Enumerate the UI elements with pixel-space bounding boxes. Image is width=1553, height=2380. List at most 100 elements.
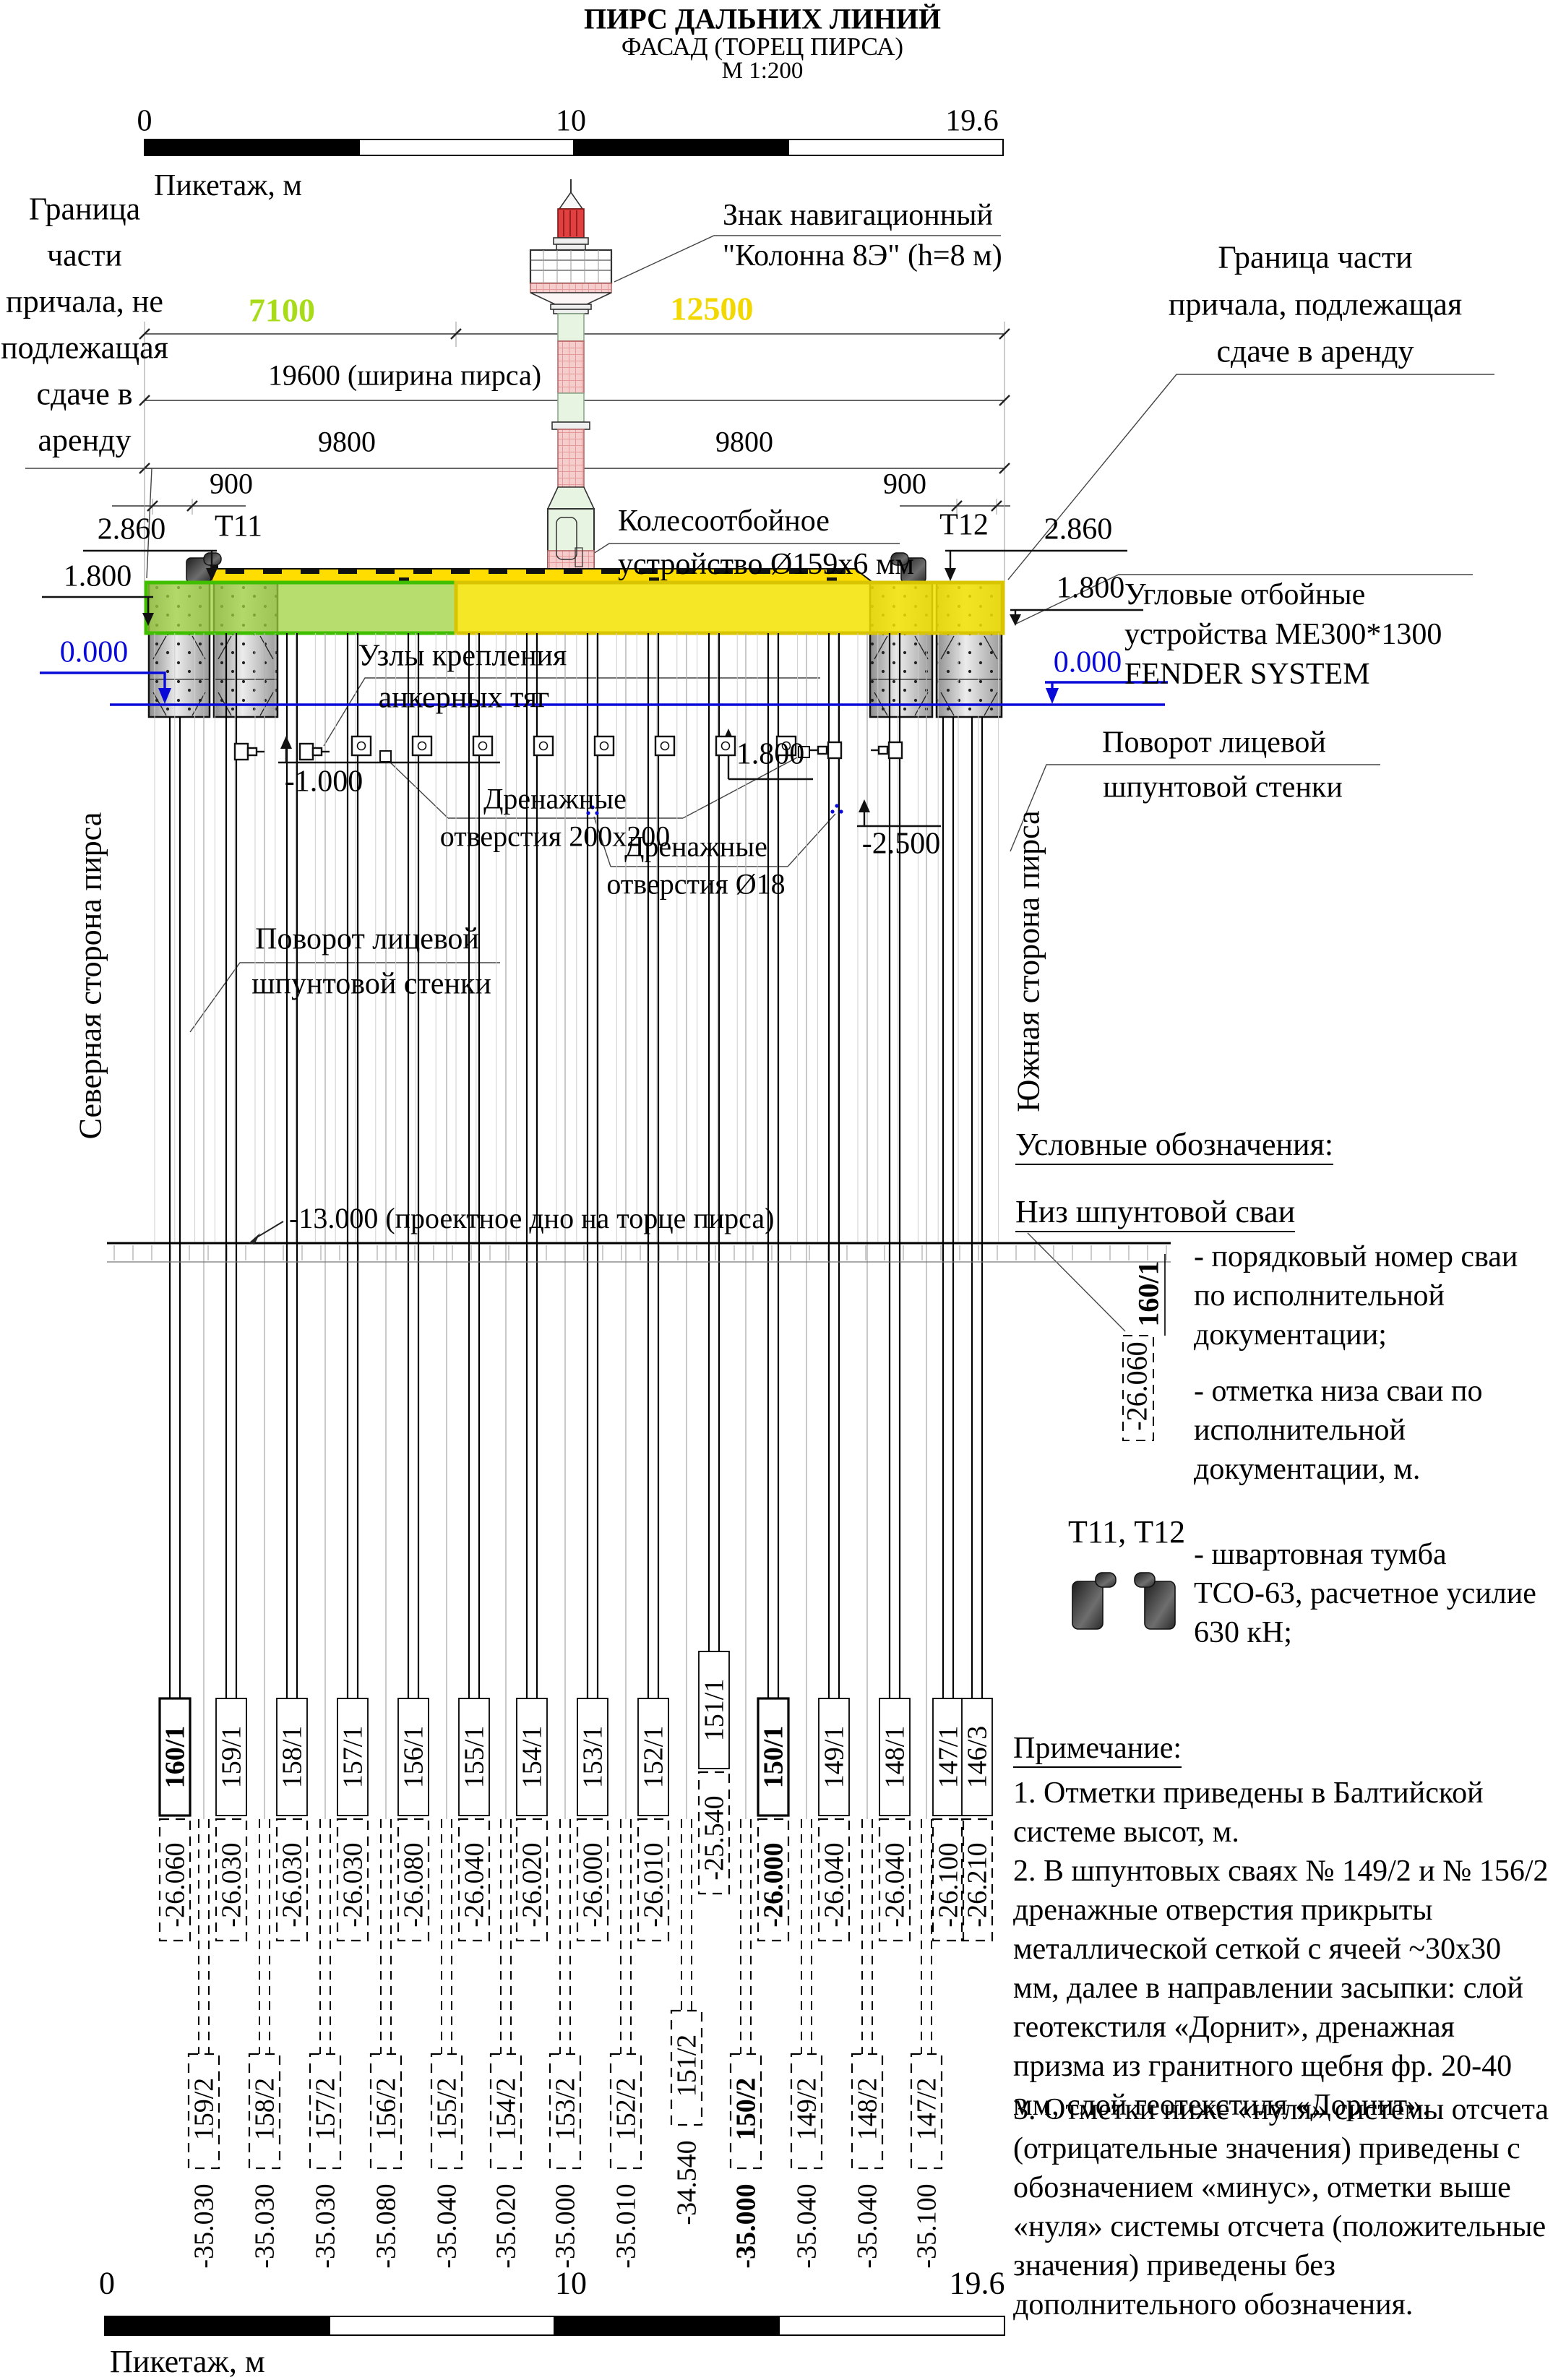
left-boundary-label: части <box>47 237 122 273</box>
pile-number-label: 151/2 <box>671 2034 702 2097</box>
anchor-ties-label: Узлы крепления <box>358 639 567 673</box>
pile-elevation-label: -26.210 <box>962 1842 993 1928</box>
pile-elevation-label: -35.040 <box>431 2183 463 2269</box>
legend-elevation-description: - отметка низа сваи по исполнительной до… <box>1194 1375 1483 1486</box>
bottom-scale-bar <box>104 2316 1005 2336</box>
pile-elevation-label: -35.000 <box>731 2183 762 2269</box>
note-3: 3. Отметки ниже «нуля» системы отсчета (… <box>1013 2093 1549 2321</box>
sheet-title: ПИРС ДАЛЬНИХ ЛИНИЙ <box>583 2 942 35</box>
pile-elevation-label: -26.040 <box>819 1842 850 1928</box>
north-side-label: Северная сторона пирса <box>72 812 108 1140</box>
pile-number-label: 158/1 <box>277 1725 308 1789</box>
pile-number-label: 160/1 <box>160 1725 191 1789</box>
pile-number-label: 157/1 <box>337 1725 369 1789</box>
pile-number-label: 149/2 <box>791 2077 822 2141</box>
pile-number-label: 148/1 <box>879 1725 911 1789</box>
legend-number-description: - порядковый номер сваи по исполнительно… <box>1194 1240 1518 1352</box>
pile-elevation-label: -35.020 <box>491 2183 522 2269</box>
legend-bollard-ids: Т11, Т12 <box>1068 1514 1186 1550</box>
pile-number-label: 156/2 <box>371 2077 402 2141</box>
top-scale-bar <box>144 139 1004 156</box>
navigation-column <box>529 179 613 583</box>
elev-1800-left: 1.800 <box>63 559 132 593</box>
pile-elevation-label: -26.030 <box>277 1842 308 1928</box>
corner-fender-label: Угловые отбойные <box>1124 578 1366 611</box>
left-boundary-label: причала, не <box>6 283 163 319</box>
nav-sign-label: "Колонна 8Э" (h=8 м) <box>723 239 1002 272</box>
pile-number-label: 155/1 <box>459 1725 490 1789</box>
seabed-elevation-label: -13.000 (проектное дно на торце пирса) <box>289 1202 775 1234</box>
nav-sign-label: Знак навигационный <box>723 199 993 232</box>
elev-minus-2500: -2.500 <box>861 827 941 861</box>
wall-turn-label-left: шпунтовой стенки <box>251 967 491 1001</box>
dim-900-left: 900 <box>210 467 253 500</box>
elev-minus-1000: -1.000 <box>284 765 363 799</box>
deck-bands <box>144 580 1005 635</box>
top-scale-ten: 10 <box>556 104 586 138</box>
elev-2860-left: 2.860 <box>97 512 166 546</box>
elev-2860-right: 2.860 <box>1044 512 1113 546</box>
pile-number-label: 150/2 <box>731 2077 762 2141</box>
pile-elevation-label: -35.030 <box>189 2183 220 2269</box>
pile-elevation-label: -35.100 <box>911 2183 942 2269</box>
right-boundary-label: Граница части <box>1218 239 1413 275</box>
pile-elevation-label: -26.060 <box>160 1842 191 1928</box>
drain-18-label: отверстия Ø18 <box>606 867 786 901</box>
top-scale-axis-label: Пикетаж, м <box>154 169 302 202</box>
pile-elevation-label: -26.030 <box>337 1842 369 1928</box>
wall-turn-label-right: шпунтовой стенки <box>1103 770 1343 804</box>
pile-number-label: 159/1 <box>216 1725 247 1789</box>
anchor-tie-symbols <box>233 735 903 815</box>
pile-number-label: 150/1 <box>758 1725 789 1789</box>
bottom-scale-zero: 0 <box>99 2265 115 2301</box>
drain-18-label: Дренажные <box>624 830 767 863</box>
pile-elevation-label: -26.000 <box>758 1842 789 1928</box>
pile-number-label: 153/2 <box>550 2077 581 2141</box>
bollard-t12-label: Т12 <box>939 508 989 542</box>
pile-elevation-label: -35.030 <box>249 2183 280 2269</box>
seabed-line <box>107 1221 1171 1263</box>
corner-fender-label: устройства МЕ300*1300 <box>1124 618 1442 651</box>
wall-turn-label-right: Поворот лицевой <box>1102 726 1326 760</box>
pile-number-label: 154/2 <box>491 2077 522 2141</box>
anchor-ties-label: анкерных тяг <box>378 681 550 715</box>
note-2: 2. В шпунтовых сваях № 149/2 и № 156/2 д… <box>1013 1855 1549 2122</box>
pile-number-label: 155/2 <box>431 2077 463 2141</box>
pile-number-label: 157/2 <box>310 2077 341 2141</box>
dim-900-right: 900 <box>883 467 926 500</box>
dim-9800-left: 9800 <box>318 425 376 458</box>
pile-number-label: 152/1 <box>638 1725 669 1789</box>
wheel-guard-label: Колесоотбойное <box>618 504 830 538</box>
left-boundary-label: аренду <box>38 422 132 458</box>
legend-heading: Условные обозначения: <box>1015 1128 1334 1165</box>
pile-number-label: 148/2 <box>852 2077 883 2141</box>
left-boundary-label: Граница <box>28 191 141 227</box>
dim-12500: 12500 <box>670 290 754 327</box>
note-1: 1. Отметки приведены в Балтийской систем… <box>1013 1777 1484 1849</box>
elev-0000-right: 0.000 <box>1053 645 1122 679</box>
legend-sample-elevation: -26.060 <box>1120 1341 1153 1431</box>
dim-9800-right: 9800 <box>715 425 773 458</box>
drain-200-label: отверстия 200х200 <box>439 820 671 853</box>
legend-bollard-description: - швартовная тумба ТСО-63, расчетное уси… <box>1194 1538 1536 1649</box>
elev-1800-center: 1.800 <box>736 737 805 771</box>
pile-elevation-label: -35.010 <box>611 2183 642 2269</box>
top-scale-end: 19.6 <box>945 104 999 138</box>
top-scale-zero: 0 <box>137 104 152 138</box>
corner-fender-label: FENDER SYSTEM <box>1124 658 1370 691</box>
pile-number-label: 154/1 <box>517 1725 548 1789</box>
bollard-t12 <box>890 552 926 583</box>
bollard-t11-label: Т11 <box>214 510 263 544</box>
pile-elevation-label: -25.540 <box>699 1795 730 1881</box>
legend-sample <box>1122 1254 1166 1441</box>
drain-200-label: Дренажные <box>483 782 627 815</box>
pile-elevation-label: -26.030 <box>216 1842 247 1928</box>
pile-elevation-label: -26.000 <box>577 1842 608 1928</box>
sheet-pile-wall <box>113 633 1167 2170</box>
elev-0000-left: 0.000 <box>59 635 129 669</box>
pile-number-label: 151/1 <box>699 1678 730 1742</box>
bottom-scale-ten: 10 <box>555 2265 587 2301</box>
bottom-scale-axis-label: Пикетаж, м <box>110 2344 265 2379</box>
